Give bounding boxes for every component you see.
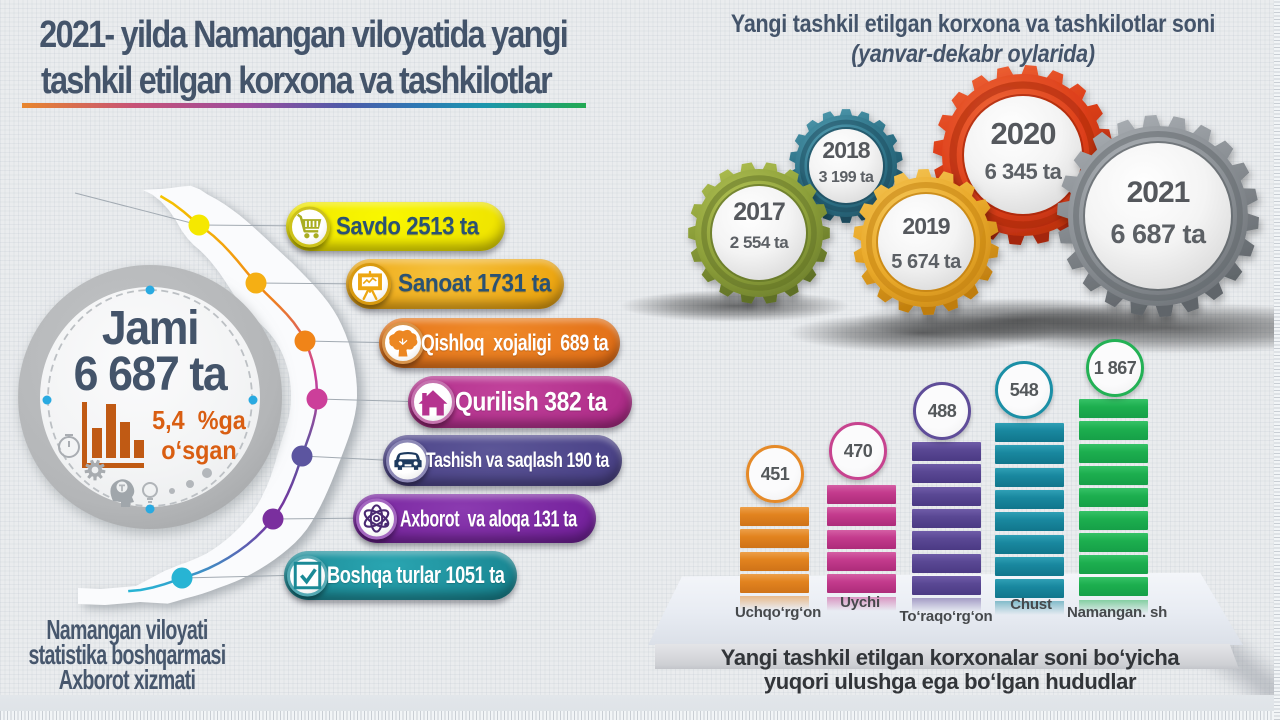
svg-text:2017: 2017: [733, 198, 785, 226]
svg-text:5 674 ta: 5 674 ta: [891, 251, 962, 273]
svg-text:2 554 ta: 2 554 ta: [730, 233, 789, 252]
svg-text:6 345 ta: 6 345 ta: [985, 159, 1063, 184]
svg-text:3 199 ta: 3 199 ta: [819, 169, 874, 186]
svg-text:2021: 2021: [1127, 176, 1190, 209]
svg-text:2020: 2020: [991, 116, 1056, 151]
svg-text:2018: 2018: [822, 137, 870, 163]
svg-text:2019: 2019: [902, 213, 949, 239]
svg-text:6 687 ta: 6 687 ta: [1110, 219, 1207, 249]
